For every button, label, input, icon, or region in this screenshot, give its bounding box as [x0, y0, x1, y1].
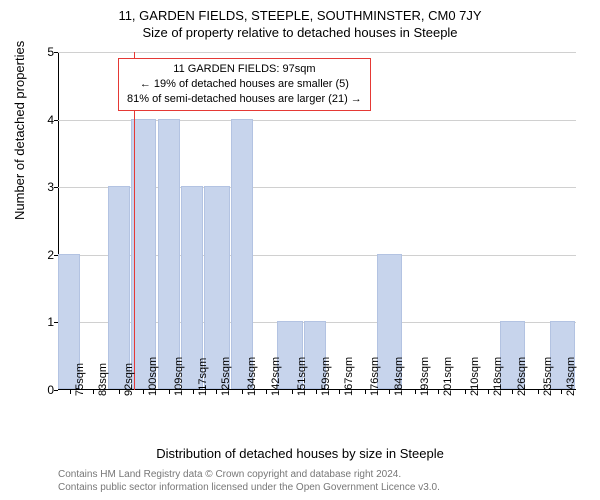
x-tick-mark	[339, 390, 340, 394]
x-tick-mark	[70, 390, 71, 394]
x-tick-mark	[512, 390, 513, 394]
y-tick-mark	[54, 120, 58, 121]
gridline	[58, 52, 576, 53]
annotation-line2: ← 19% of detached houses are smaller (5)	[127, 77, 362, 92]
x-tick-mark	[488, 390, 489, 394]
x-tick-mark	[143, 390, 144, 394]
x-tick-label: 167sqm	[343, 357, 355, 396]
x-tick-mark	[119, 390, 120, 394]
credits-line2: Contains public sector information licen…	[58, 481, 440, 494]
histogram-bar	[158, 119, 180, 389]
credits-line1: Contains HM Land Registry data © Crown c…	[58, 468, 440, 481]
x-tick-label: 218sqm	[492, 357, 504, 396]
x-tick-mark	[266, 390, 267, 394]
x-tick-mark	[242, 390, 243, 394]
x-tick-mark	[316, 390, 317, 394]
x-tick-mark	[292, 390, 293, 394]
x-tick-label: 184sqm	[393, 357, 405, 396]
x-tick-label: 83sqm	[97, 363, 109, 396]
x-tick-label: 210sqm	[469, 357, 481, 396]
x-tick-label: 134sqm	[246, 357, 258, 396]
x-tick-label: 117sqm	[197, 358, 209, 396]
chart-title-line1: 11, GARDEN FIELDS, STEEPLE, SOUTHMINSTER…	[0, 0, 600, 23]
x-tick-mark	[216, 390, 217, 394]
x-tick-mark	[365, 390, 366, 394]
x-axis-label: Distribution of detached houses by size …	[0, 446, 600, 461]
y-axis-label: Number of detached properties	[12, 41, 27, 220]
credits-block: Contains HM Land Registry data © Crown c…	[58, 468, 440, 494]
x-tick-label: 201sqm	[442, 357, 454, 396]
x-tick-label: 243sqm	[565, 357, 577, 396]
y-tick-mark	[54, 390, 58, 391]
x-tick-label: 235sqm	[542, 357, 554, 396]
x-tick-label: 159sqm	[320, 357, 332, 396]
y-tick-label: 5	[36, 45, 54, 59]
annotation-line1: 11 GARDEN FIELDS: 97sqm	[127, 62, 362, 77]
x-tick-label: 100sqm	[147, 357, 159, 396]
x-tick-mark	[169, 390, 170, 394]
x-tick-mark	[93, 390, 94, 394]
x-tick-label: 109sqm	[173, 357, 185, 396]
histogram-bar	[231, 119, 253, 389]
y-tick-label: 2	[36, 248, 54, 262]
y-tick-label: 4	[36, 113, 54, 127]
annotation-box: 11 GARDEN FIELDS: 97sqm ← 19% of detache…	[118, 58, 371, 111]
y-tick-label: 3	[36, 180, 54, 194]
x-tick-label: 92sqm	[123, 363, 135, 396]
chart-plot-area: 01234575sqm83sqm92sqm100sqm109sqm117sqm1…	[58, 52, 576, 390]
x-tick-mark	[193, 390, 194, 394]
x-tick-label: 125sqm	[220, 357, 232, 396]
x-tick-mark	[561, 390, 562, 394]
y-tick-mark	[54, 52, 58, 53]
histogram-bar	[108, 186, 130, 389]
x-tick-label: 193sqm	[419, 357, 431, 396]
x-tick-label: 176sqm	[369, 357, 381, 396]
x-tick-mark	[465, 390, 466, 394]
y-tick-label: 0	[36, 383, 54, 397]
x-tick-mark	[438, 390, 439, 394]
x-tick-label: 75sqm	[74, 363, 86, 396]
x-tick-mark	[415, 390, 416, 394]
chart-title-line2: Size of property relative to detached ho…	[0, 23, 600, 40]
x-tick-mark	[389, 390, 390, 394]
x-tick-mark	[538, 390, 539, 394]
annotation-line3: 81% of semi-detached houses are larger (…	[127, 92, 362, 107]
y-tick-label: 1	[36, 315, 54, 329]
x-tick-label: 142sqm	[270, 357, 282, 396]
x-tick-label: 226sqm	[516, 357, 528, 396]
y-tick-mark	[54, 187, 58, 188]
chart-container: 11, GARDEN FIELDS, STEEPLE, SOUTHMINSTER…	[0, 0, 600, 500]
x-tick-label: 151sqm	[296, 357, 308, 396]
